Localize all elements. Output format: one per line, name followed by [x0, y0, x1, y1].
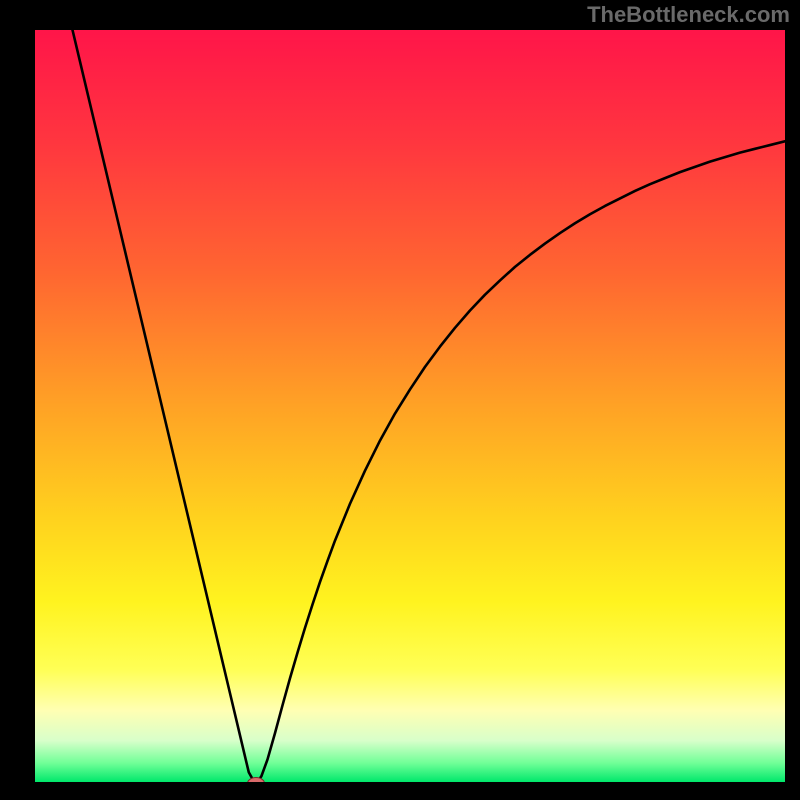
watermark-text: TheBottleneck.com: [587, 2, 790, 28]
plot-frame: [0, 0, 800, 800]
chart-container: TheBottleneck.com: [0, 0, 800, 800]
